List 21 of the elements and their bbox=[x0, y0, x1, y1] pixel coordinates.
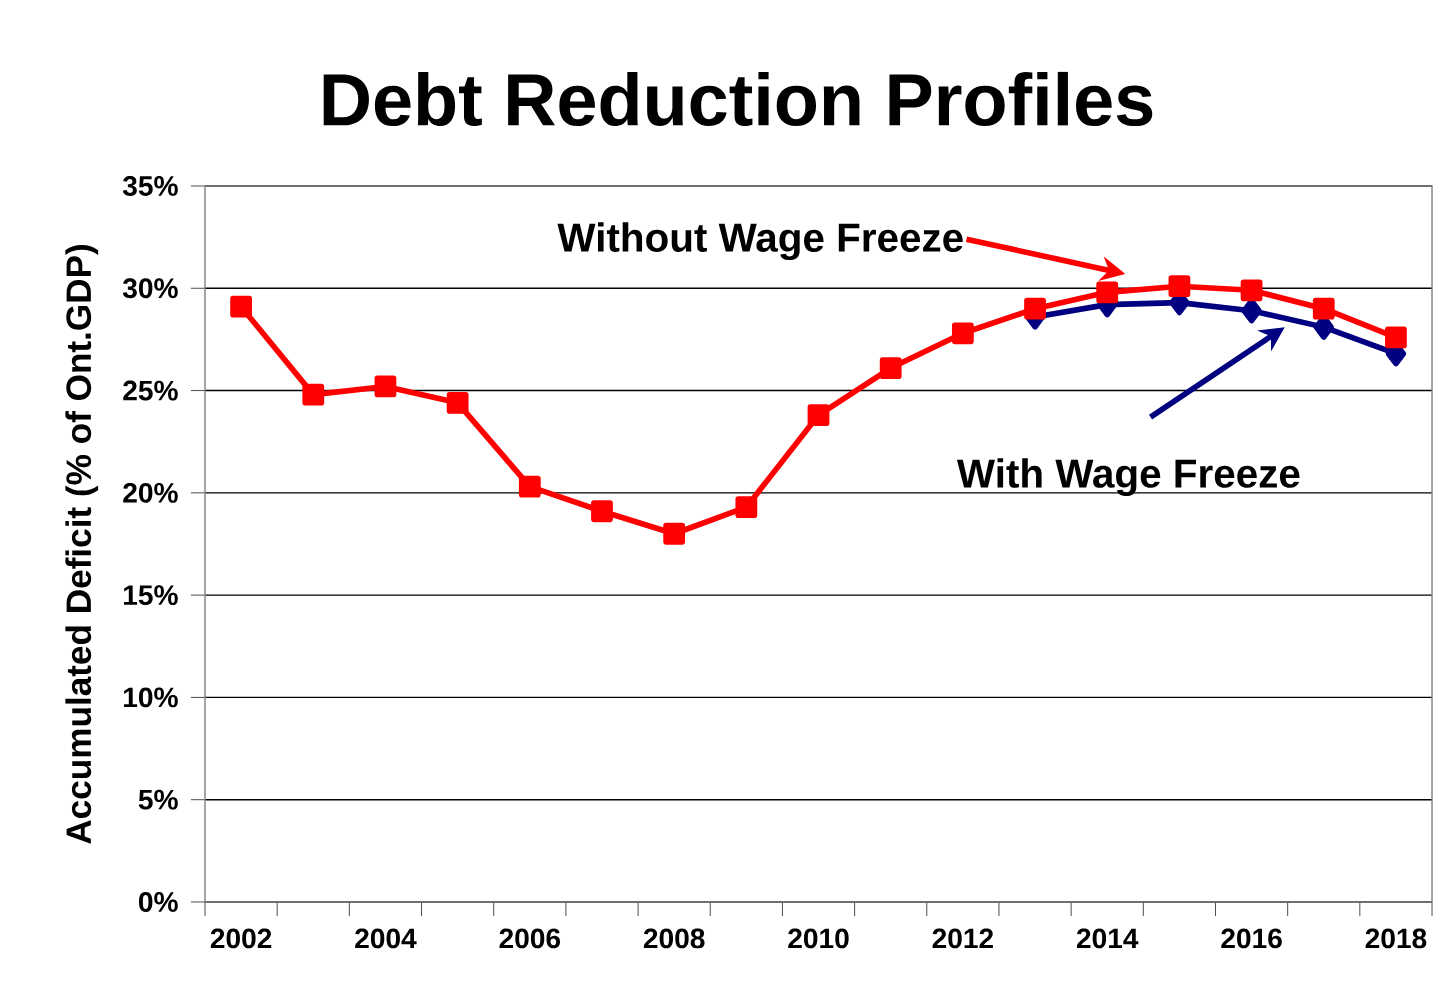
x-tick-label: 2010 bbox=[788, 928, 849, 949]
y-tick-label: 0% bbox=[139, 892, 178, 912]
y-tick-label: 10% bbox=[124, 687, 178, 708]
x-tick-label: 2006 bbox=[499, 928, 561, 949]
text: With Wage Freeze bbox=[956, 458, 1300, 497]
x-tick-label: 2016 bbox=[1221, 928, 1282, 949]
y-tick-label: 30% bbox=[122, 278, 178, 299]
y-tick-label: 35% bbox=[122, 176, 178, 196]
y-tick-label: 25% bbox=[123, 380, 178, 401]
x-tick-label: 2014 bbox=[1076, 928, 1139, 949]
x-tick-label: 2012 bbox=[932, 928, 993, 949]
y-tick-label: 15% bbox=[124, 585, 178, 606]
y-axis-title: Accumulated Deficit (% of Ont.GDP) bbox=[65, 245, 99, 844]
x-tick-label: 2004 bbox=[355, 928, 417, 949]
y-tick-label: 5% bbox=[138, 789, 178, 810]
legend-label: Without Wage Freeze bbox=[557, 222, 963, 261]
x-tick-label: 2002 bbox=[210, 928, 272, 949]
chart-title: Debt Reduction Profiles bbox=[323, 71, 1153, 127]
x-tick-label: 2018 bbox=[1365, 928, 1427, 949]
y-tick-label: 20% bbox=[123, 482, 178, 503]
x-tick-label: 2008 bbox=[643, 928, 705, 949]
